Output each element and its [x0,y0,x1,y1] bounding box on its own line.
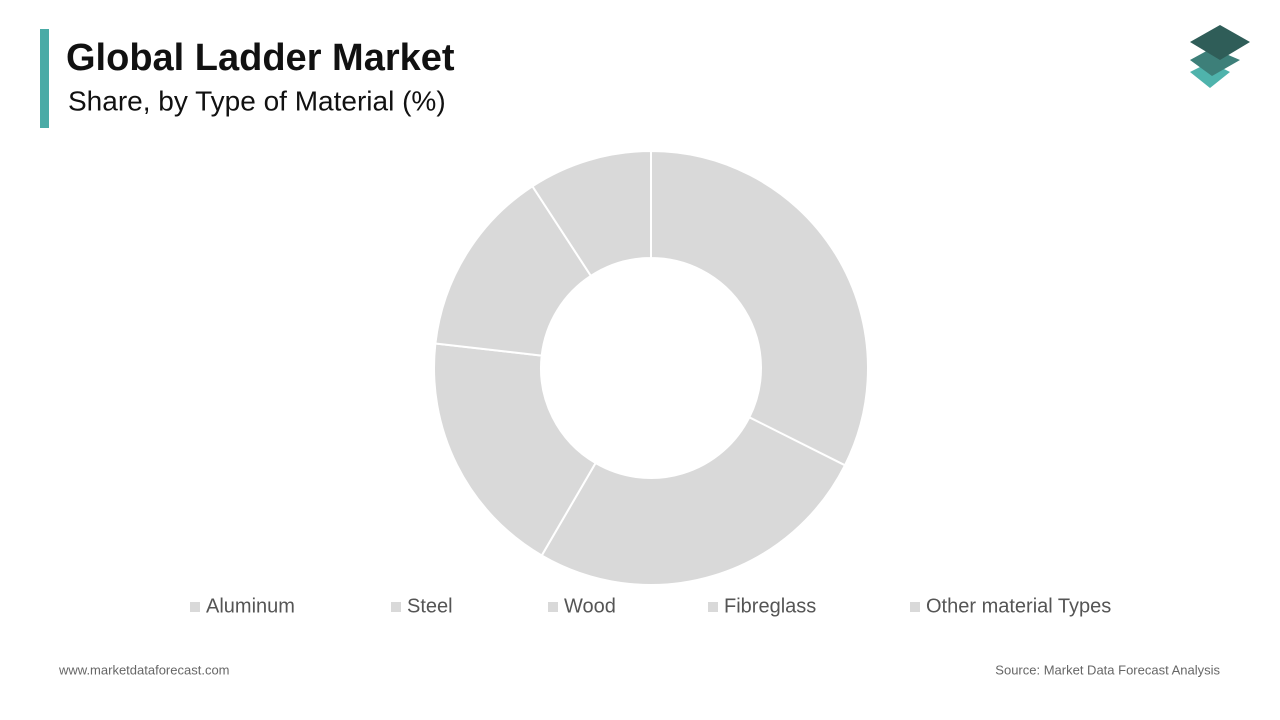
legend-label: Fibreglass [724,595,816,617]
legend-swatch [910,602,920,612]
legend-swatch [548,602,558,612]
legend-swatch [708,602,718,612]
website: www.marketdataforecast.com [58,662,230,677]
legend-label: Steel [407,595,453,617]
chart-subtitle: Share, by Type of Material (%) [68,85,446,116]
chart-title: Global Ladder Market [66,37,455,79]
legend-label: Wood [564,595,616,617]
legend-label: Other material Types [926,595,1111,617]
title-accent [40,29,49,128]
source: Source: Market Data Forecast Analysis [995,662,1220,677]
donut-slice [433,342,597,557]
legend-label: Aluminum [206,595,295,617]
logo [1190,25,1250,88]
legend-swatch [190,602,200,612]
donut-slice [531,149,652,278]
donut-slice [650,149,869,467]
legend-swatch [391,602,401,612]
donut-slice [540,415,847,586]
